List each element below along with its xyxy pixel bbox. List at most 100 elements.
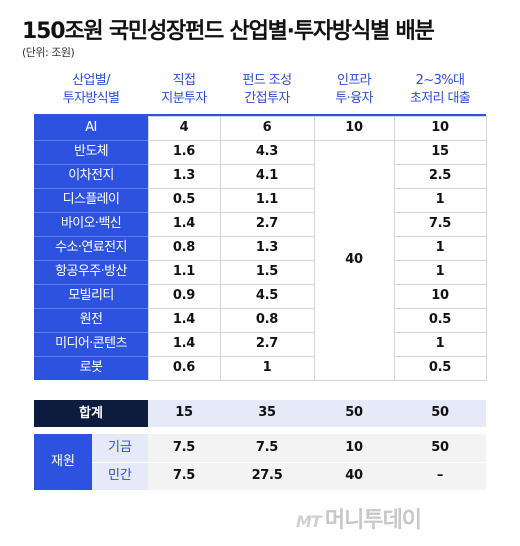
industry-label: 미디어·콘텐츠 <box>55 336 127 351</box>
total-fund: 35 <box>258 405 276 420</box>
row-divider <box>314 116 394 117</box>
indirect-fund-value: 1.1 <box>255 192 279 207</box>
industry-label: 이차전지 <box>68 168 114 183</box>
indirect-fund-value: 0.8 <box>255 312 279 327</box>
total-direct: 15 <box>175 405 193 420</box>
loan-value: 15 <box>431 144 449 159</box>
row-divider <box>314 140 394 141</box>
row-divider <box>148 356 314 357</box>
column-divider <box>314 116 315 381</box>
funding-loan: – <box>436 468 444 483</box>
industry-label: 로봇 <box>79 360 103 375</box>
funding-fund: 7.5 <box>255 440 279 455</box>
indirect-fund-value: 2.7 <box>255 336 279 351</box>
industry-divider <box>34 236 148 237</box>
industry-divider <box>34 212 148 213</box>
funding-source-label: 기금 <box>92 434 148 462</box>
infra-value: 10 <box>345 120 363 135</box>
industry-divider <box>34 332 148 333</box>
row-divider <box>314 380 394 381</box>
funding-source-label: 민간 <box>92 462 148 490</box>
row-divider <box>148 284 314 285</box>
indirect-fund-value: 4.5 <box>255 288 279 303</box>
industry-divider <box>34 140 148 141</box>
row-divider <box>394 332 486 333</box>
funding-direct: 7.5 <box>172 440 196 455</box>
direct-equity-value: 1.4 <box>172 216 196 231</box>
unit-note: (단위: 조원) <box>22 46 75 59</box>
row-divider <box>148 188 314 189</box>
funding-label: 재원 <box>34 434 92 490</box>
row-divider <box>148 332 314 333</box>
row-divider <box>148 236 314 237</box>
loan-value: 1 <box>435 192 445 207</box>
industry-label: 원전 <box>79 312 103 327</box>
row-divider <box>148 116 314 117</box>
direct-equity-value: 1.1 <box>172 264 196 279</box>
direct-equity-value: 0.5 <box>172 192 196 207</box>
row-divider <box>394 116 486 117</box>
row-divider <box>148 380 314 381</box>
row-divider <box>148 260 314 261</box>
industry-label: 반도체 <box>73 144 109 159</box>
indirect-fund-value: 6 <box>262 120 272 135</box>
row-divider <box>148 212 314 213</box>
row-divider <box>394 188 486 189</box>
loan-value: 1 <box>435 240 445 255</box>
loan-value: 0.5 <box>428 312 452 327</box>
funding-loan: 50 <box>431 440 449 455</box>
total-loan: 50 <box>431 405 449 420</box>
column-divider <box>394 116 395 381</box>
loan-value: 10 <box>431 120 449 135</box>
row-divider <box>394 284 486 285</box>
loan-value: 2.5 <box>428 168 452 183</box>
industry-label: 항공우주·방산 <box>55 264 127 279</box>
funding-divider <box>92 462 486 463</box>
funding-infra: 40 <box>345 468 363 483</box>
industry-label: 디스플레이 <box>62 192 120 207</box>
total-infra: 50 <box>345 405 363 420</box>
industry-divider <box>34 284 148 285</box>
header-indirect-fund: 펀드 조성 간접투자 <box>242 73 293 106</box>
header-industry: 산업별/ 투자방식별 <box>62 73 120 106</box>
page-title: 150조원 국민성장펀드 산업별·투자방식별 배분 <box>22 19 435 44</box>
row-divider <box>394 140 486 141</box>
column-divider <box>220 116 221 381</box>
indirect-fund-value: 4.1 <box>255 168 279 183</box>
row-divider <box>394 260 486 261</box>
column-divider <box>148 116 149 381</box>
loan-value: 7.5 <box>428 216 452 231</box>
direct-equity-value: 1.3 <box>172 168 196 183</box>
indirect-fund-value: 4.3 <box>255 144 279 159</box>
industry-label: 수소·연료전지 <box>55 240 127 255</box>
column-divider <box>486 116 487 381</box>
row-divider <box>394 164 486 165</box>
header-low-rate-loan: 2~3%대 초저리 대출 <box>409 73 471 106</box>
loan-value: 1 <box>435 336 445 351</box>
industry-divider <box>34 164 148 165</box>
loan-value: 10 <box>431 288 449 303</box>
industry-divider <box>34 308 148 309</box>
funding-direct: 7.5 <box>172 468 196 483</box>
direct-equity-value: 0.8 <box>172 240 196 255</box>
row-divider <box>148 308 314 309</box>
direct-equity-value: 1.4 <box>172 336 196 351</box>
industry-divider <box>34 188 148 189</box>
direct-equity-value: 0.6 <box>172 360 196 375</box>
row-divider <box>394 308 486 309</box>
industry-divider <box>34 356 148 357</box>
funding-infra: 10 <box>345 440 363 455</box>
total-label: 합계 <box>34 400 148 427</box>
loan-value: 0.5 <box>428 360 452 375</box>
funding-fund: 27.5 <box>251 468 283 483</box>
publisher-logo: MT 머니투데이 <box>296 502 422 534</box>
logo-text: 머니투데이 <box>324 508 422 533</box>
indirect-fund-value: 1.5 <box>255 264 279 279</box>
row-divider <box>394 380 486 381</box>
row-divider <box>394 212 486 213</box>
header-underline <box>34 114 486 116</box>
row-divider <box>148 140 314 141</box>
direct-equity-value: 4 <box>179 120 189 135</box>
industry-column-bg <box>34 116 148 380</box>
indirect-fund-value: 2.7 <box>255 216 279 231</box>
